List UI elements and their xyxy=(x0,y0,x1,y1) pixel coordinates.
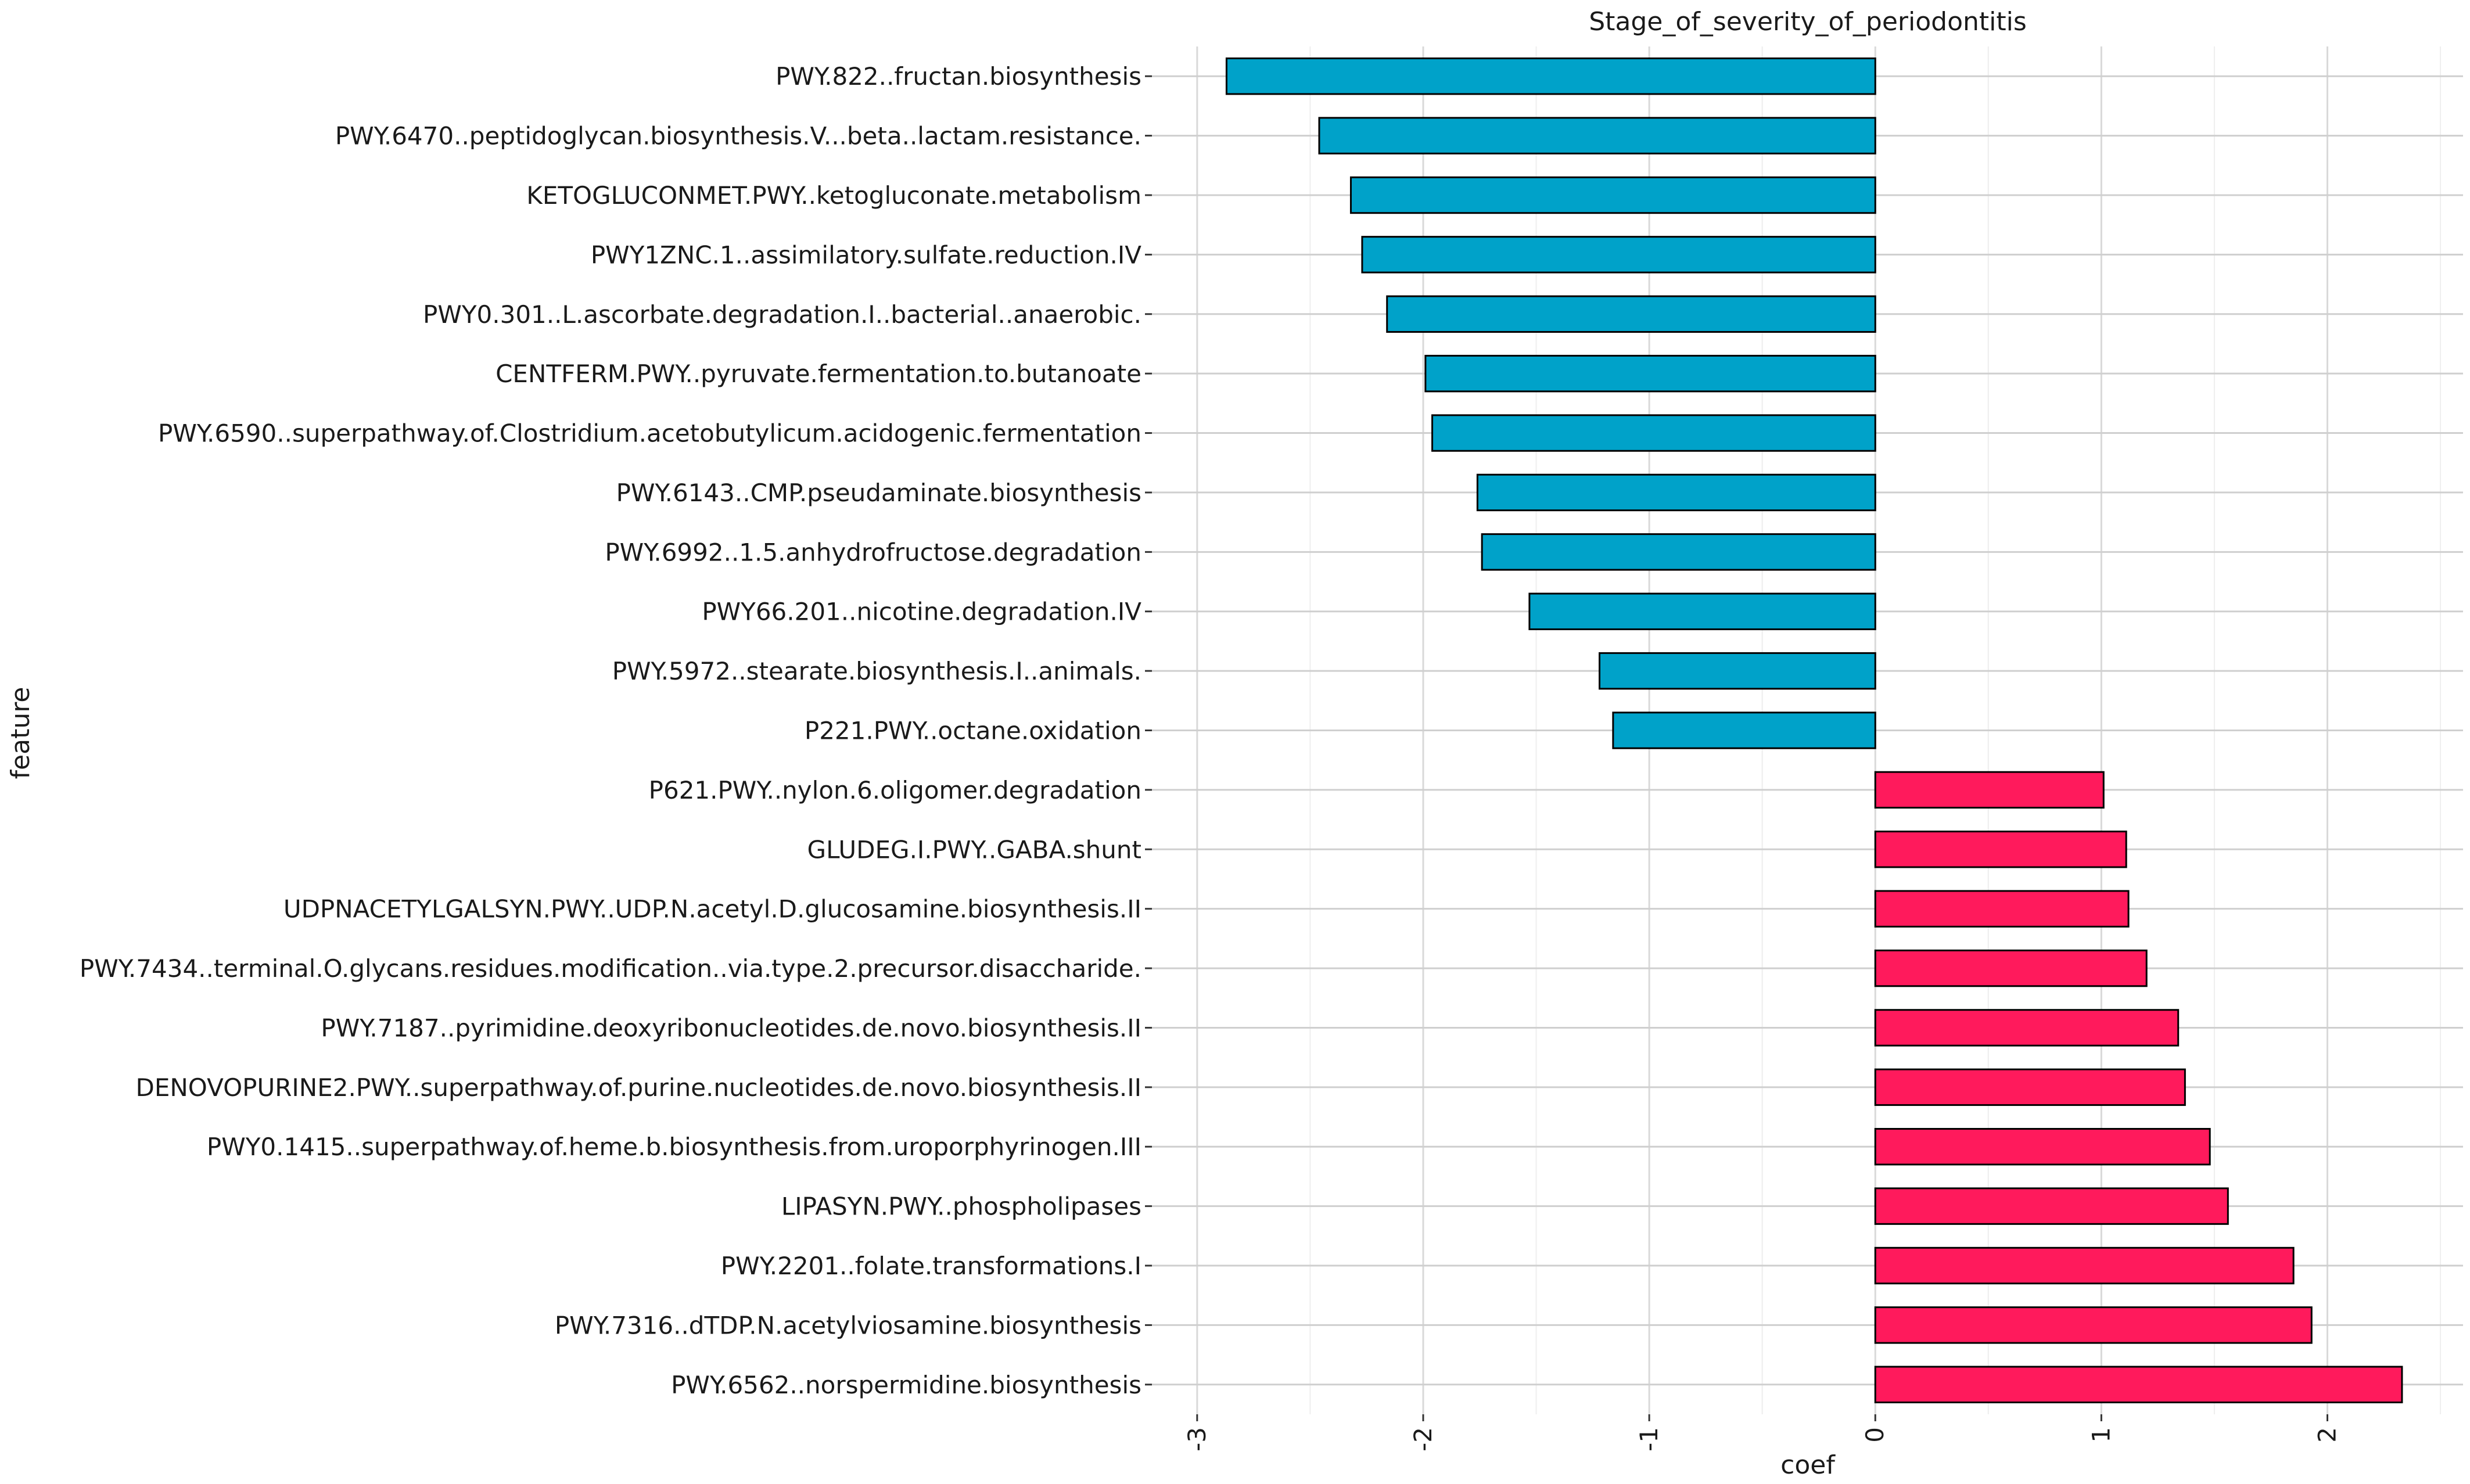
y-tick-label: KETOGLUCONMET.PWY..ketogluconate.metabol… xyxy=(526,181,1141,210)
x-axis-title: coef xyxy=(1780,1450,1836,1480)
bar xyxy=(1874,949,2148,987)
bar xyxy=(1476,473,1876,512)
y-tick-label: PWY.7316..dTDP.N.acetylviosamine.biosynt… xyxy=(555,1311,1141,1339)
x-tick-label: -2 xyxy=(1409,1427,1437,1451)
y-tick-label: PWY.6470..peptidoglycan.biosynthesis.V..… xyxy=(335,122,1141,150)
x-tick-label: 0 xyxy=(1861,1427,1889,1443)
chart-title: Stage_of_severity_of_periodontitis xyxy=(1589,7,2027,37)
x-tick-label: -1 xyxy=(1635,1427,1663,1451)
bar xyxy=(1431,414,1876,452)
bar xyxy=(1874,831,2127,868)
bar xyxy=(1225,57,1876,95)
y-tick-label: PWY.7434..terminal.O.glycans.residues.mo… xyxy=(80,954,1141,983)
bar xyxy=(1386,295,1876,333)
y-tick-label: P621.PWY..nylon.6.oligomer.degradation xyxy=(649,776,1141,804)
y-tick-label: CENTFERM.PWY..pyruvate.fermentation.to.b… xyxy=(496,360,1141,388)
y-tick-label: PWY.822..fructan.biosynthesis xyxy=(776,62,1141,91)
bar xyxy=(1874,1128,2211,1166)
bar xyxy=(1874,890,2130,928)
y-tick-label: PWY.6143..CMP.pseudaminate.biosynthesis xyxy=(616,479,1141,507)
y-tick-label: PWY.2201..folate.transformations.I xyxy=(721,1252,1141,1280)
bar xyxy=(1318,117,1876,154)
bar xyxy=(1528,592,1876,630)
bar xyxy=(1481,533,1876,571)
x-tick-label: -3 xyxy=(1183,1427,1211,1451)
bar xyxy=(1874,1009,2180,1047)
bar xyxy=(1612,712,1876,749)
y-tick-label: UDPNACETYLGALSYN.PWY..UDP.N.acetyl.D.glu… xyxy=(283,895,1141,924)
y-axis-title: feature xyxy=(6,687,35,779)
y-axis-tick-labels: PWY.822..fructan.biosynthesis PWY.6470..p… xyxy=(80,62,1141,1399)
bar xyxy=(1874,1187,2229,1225)
y-tick-label: PWY.6590..superpathway.of.Clostridium.ac… xyxy=(158,419,1141,448)
x-axis-ticks xyxy=(1196,1414,2329,1421)
bar-series xyxy=(1225,57,2403,1404)
x-tick-label: 2 xyxy=(2313,1427,2342,1443)
y-tick-label: PWY.6562..norspermidine.biosynthesis xyxy=(671,1371,1141,1399)
bar xyxy=(1874,1068,2186,1106)
y-tick-label: PWY66.201..nicotine.degradation.IV xyxy=(702,598,1141,626)
y-tick-label: LIPASYN.PWY..phospholipases xyxy=(781,1192,1141,1221)
y-tick-label: DENOVOPURINE2.PWY..superpathway.of.purin… xyxy=(136,1073,1142,1102)
y-tick-label: P221.PWY..octane.oxidation xyxy=(805,717,1141,745)
bar xyxy=(1874,1246,2295,1285)
y-axis-ticks xyxy=(1145,75,1152,1386)
y-tick-label: PWY.5972..stearate.biosynthesis.I..anima… xyxy=(612,657,1141,685)
x-axis-tick-labels: -3 -2 -1 0 1 2 xyxy=(1183,1427,2342,1451)
y-tick-label: PWY.6992..1.5.anhydrofructose.degradatio… xyxy=(605,538,1141,566)
bar xyxy=(1361,236,1876,274)
y-tick-label: PWY1ZNC.1..assimilatory.sulfate.reductio… xyxy=(591,240,1141,269)
y-tick-label: GLUDEG.I.PWY..GABA.shunt xyxy=(807,835,1141,864)
bar xyxy=(1874,1366,2403,1404)
bar xyxy=(1424,354,1876,393)
bar xyxy=(1598,652,1876,690)
y-tick-label: PWY0.1415..superpathway.of.heme.b.biosyn… xyxy=(207,1133,1141,1161)
x-tick-label: 1 xyxy=(2087,1427,2115,1443)
bar xyxy=(1349,176,1876,214)
y-tick-label: PWY0.301..L.ascorbate.degradation.I..bac… xyxy=(423,300,1141,329)
y-tick-label: PWY.7187..pyrimidine.deoxyribonucleotide… xyxy=(321,1014,1141,1042)
bar xyxy=(1874,771,2105,809)
bar xyxy=(1874,1306,2313,1344)
